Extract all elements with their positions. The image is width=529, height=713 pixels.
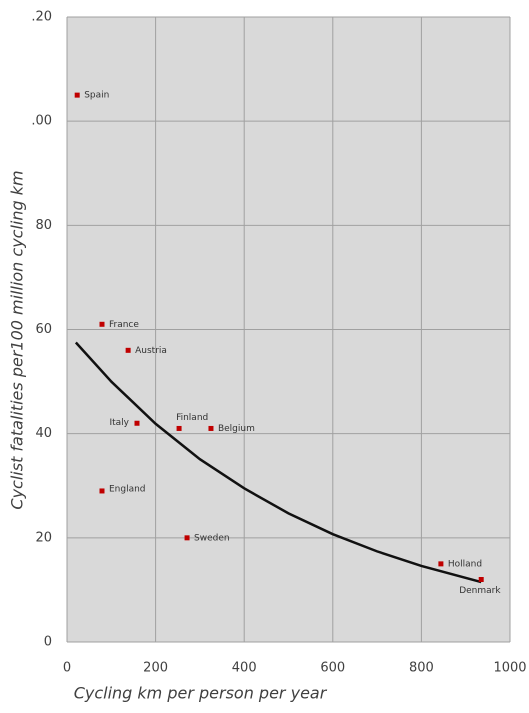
y-axis-label: Cyclist fatalities per100 million cyclin… — [8, 170, 27, 509]
point-label: England — [109, 484, 146, 494]
data-point — [134, 420, 140, 426]
point-label: Denmark — [459, 586, 501, 596]
data-point — [208, 425, 214, 431]
point-label: Finland — [176, 413, 208, 423]
y-tick-label: 20 — [35, 530, 52, 545]
y-tick-label: 80 — [35, 218, 52, 233]
data-point — [478, 577, 484, 582]
point-label: Austria — [135, 346, 167, 356]
data-point — [125, 347, 131, 353]
y-tick-label: 60 — [35, 322, 52, 337]
x-tick-label: 400 — [232, 661, 257, 676]
point-label: Belgium — [218, 424, 255, 434]
data-point — [438, 561, 444, 567]
data-point — [99, 321, 105, 327]
x-tick-label: 200 — [143, 661, 168, 676]
data-point — [74, 92, 80, 98]
x-axis-label: Cycling km per person per year — [74, 684, 328, 703]
y-tick-label: 40 — [35, 426, 52, 441]
data-point — [99, 488, 105, 494]
x-tick-label: 0 — [63, 661, 71, 676]
point-label: Italy — [109, 418, 129, 428]
x-tick-label: 600 — [320, 661, 345, 676]
y-tick-label: .00 — [31, 114, 52, 129]
point-label: Sweden — [194, 533, 230, 543]
x-tick-label: 800 — [409, 661, 434, 676]
point-label: France — [109, 320, 139, 330]
trend-line — [74, 341, 482, 584]
y-tick-label: 0 — [44, 635, 52, 650]
data-point — [184, 535, 190, 541]
y-tick-label: .20 — [31, 10, 52, 25]
data-point — [176, 425, 182, 431]
point-label: Spain — [84, 91, 109, 101]
point-label: Holland — [448, 559, 482, 569]
x-tick-label: 1000 — [493, 661, 526, 676]
